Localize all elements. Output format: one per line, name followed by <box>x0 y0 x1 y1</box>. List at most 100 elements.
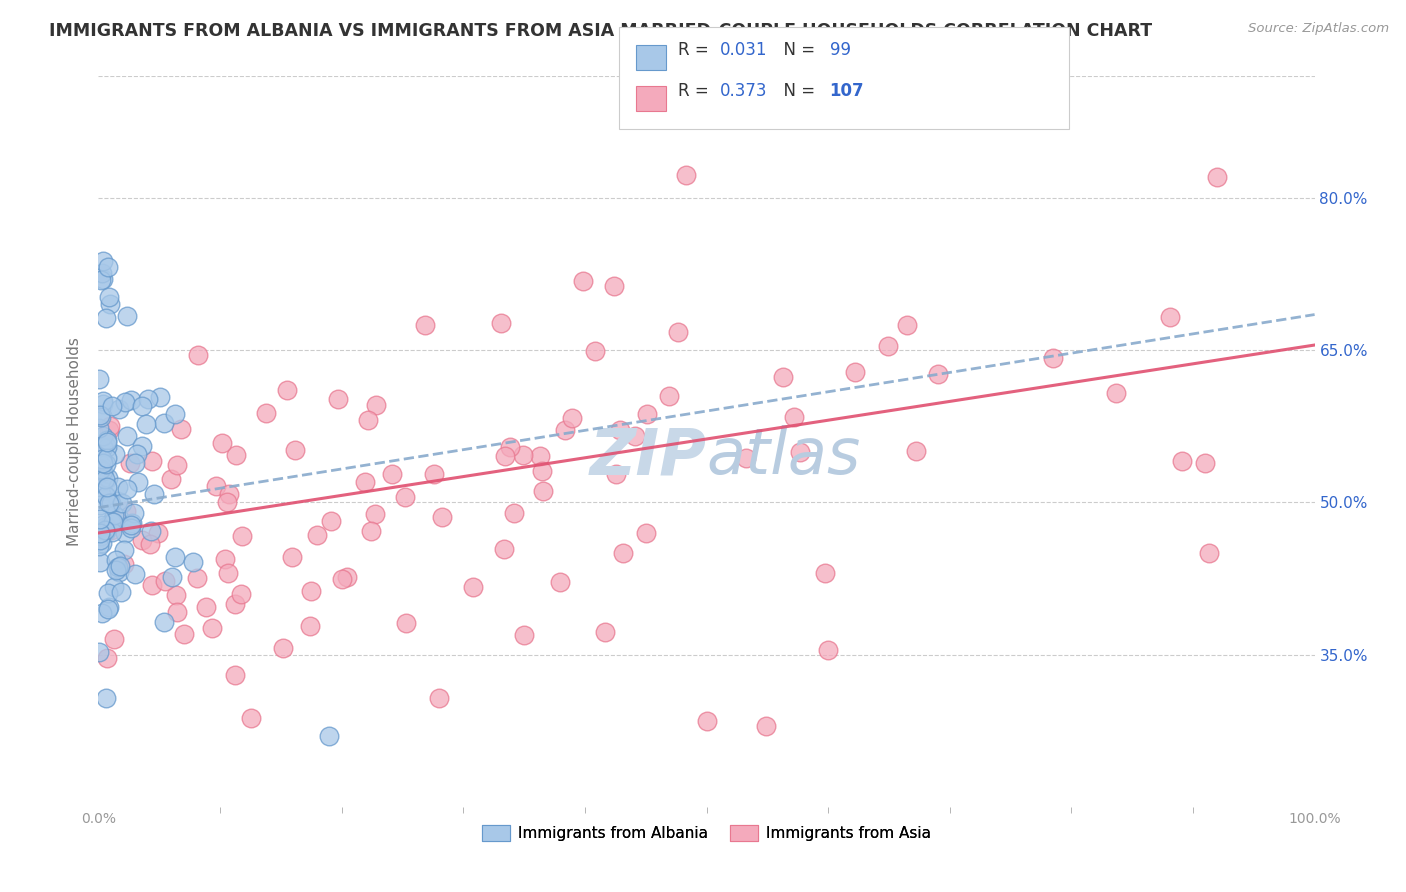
Text: 107: 107 <box>830 82 865 100</box>
Point <box>427 691 450 706</box>
Point <box>531 464 554 478</box>
Point <box>194 599 217 614</box>
Point <box>1042 351 1064 366</box>
Point <box>319 514 342 528</box>
Point <box>1105 386 1128 401</box>
Point <box>149 390 172 404</box>
Point <box>634 526 657 541</box>
Point <box>114 526 136 541</box>
Point <box>772 370 794 384</box>
Point <box>211 435 233 450</box>
Point <box>336 569 359 583</box>
Point <box>124 456 146 470</box>
Point <box>91 484 114 499</box>
Point <box>141 454 163 468</box>
Point <box>927 367 949 381</box>
Point <box>491 317 513 331</box>
Point <box>98 419 121 434</box>
Point <box>100 525 122 540</box>
Point <box>107 494 129 508</box>
Point <box>153 574 176 589</box>
Point <box>122 506 145 520</box>
Point <box>96 434 118 449</box>
Point <box>91 536 114 550</box>
Point <box>94 524 117 538</box>
Point <box>96 441 118 455</box>
Point <box>595 625 617 640</box>
Point <box>91 396 114 410</box>
Point <box>187 348 209 362</box>
Point <box>503 506 526 520</box>
Point <box>281 550 304 565</box>
Point <box>120 456 142 470</box>
Point <box>96 651 118 665</box>
Point <box>96 451 118 466</box>
Point <box>94 458 117 472</box>
Point <box>165 407 187 421</box>
Point <box>101 399 124 413</box>
Point <box>91 254 114 268</box>
Point <box>571 274 593 288</box>
Point <box>276 383 298 397</box>
Point <box>170 421 193 435</box>
Point <box>115 310 138 324</box>
Point <box>499 440 522 454</box>
Point <box>97 586 120 600</box>
Point <box>96 489 118 503</box>
Point <box>696 714 718 728</box>
Point <box>494 541 516 556</box>
Point <box>173 626 195 640</box>
Point <box>110 584 132 599</box>
Point <box>318 729 340 743</box>
Point <box>186 570 208 584</box>
Point <box>89 539 111 553</box>
Point <box>139 524 162 538</box>
Point <box>395 616 418 631</box>
Point <box>94 524 117 538</box>
Point <box>120 518 142 533</box>
Text: R =: R = <box>678 41 714 59</box>
Text: Source: ZipAtlas.com: Source: ZipAtlas.com <box>1249 22 1389 36</box>
Point <box>93 474 115 488</box>
Point <box>789 445 811 459</box>
Point <box>89 555 111 569</box>
Point <box>381 467 404 481</box>
Point <box>512 448 534 462</box>
Point <box>217 566 239 581</box>
Point <box>90 409 112 424</box>
Point <box>364 398 387 412</box>
Point <box>103 632 125 647</box>
Point <box>353 475 375 489</box>
Point <box>218 486 240 500</box>
Point <box>98 297 121 311</box>
Point <box>90 462 112 476</box>
Point <box>494 449 516 463</box>
Point <box>357 413 380 427</box>
Point <box>108 402 131 417</box>
Point <box>1206 170 1229 185</box>
Point <box>735 450 758 465</box>
Point <box>91 441 114 455</box>
Point <box>271 640 294 655</box>
Point <box>104 447 127 461</box>
Point <box>513 627 536 641</box>
Point <box>98 496 121 510</box>
Point <box>214 552 236 566</box>
Point <box>204 479 226 493</box>
Point <box>422 467 444 482</box>
Point <box>97 260 120 275</box>
Point <box>152 615 174 629</box>
Point <box>231 587 253 601</box>
Point <box>89 408 111 422</box>
Point <box>225 449 247 463</box>
Point <box>143 487 166 501</box>
Point <box>127 475 149 490</box>
Point <box>461 580 484 594</box>
Point <box>657 389 679 403</box>
Point <box>153 416 176 430</box>
Point <box>146 525 169 540</box>
Point <box>87 460 110 475</box>
Point <box>91 464 114 478</box>
Point <box>100 523 122 537</box>
Text: 0.031: 0.031 <box>720 41 768 59</box>
